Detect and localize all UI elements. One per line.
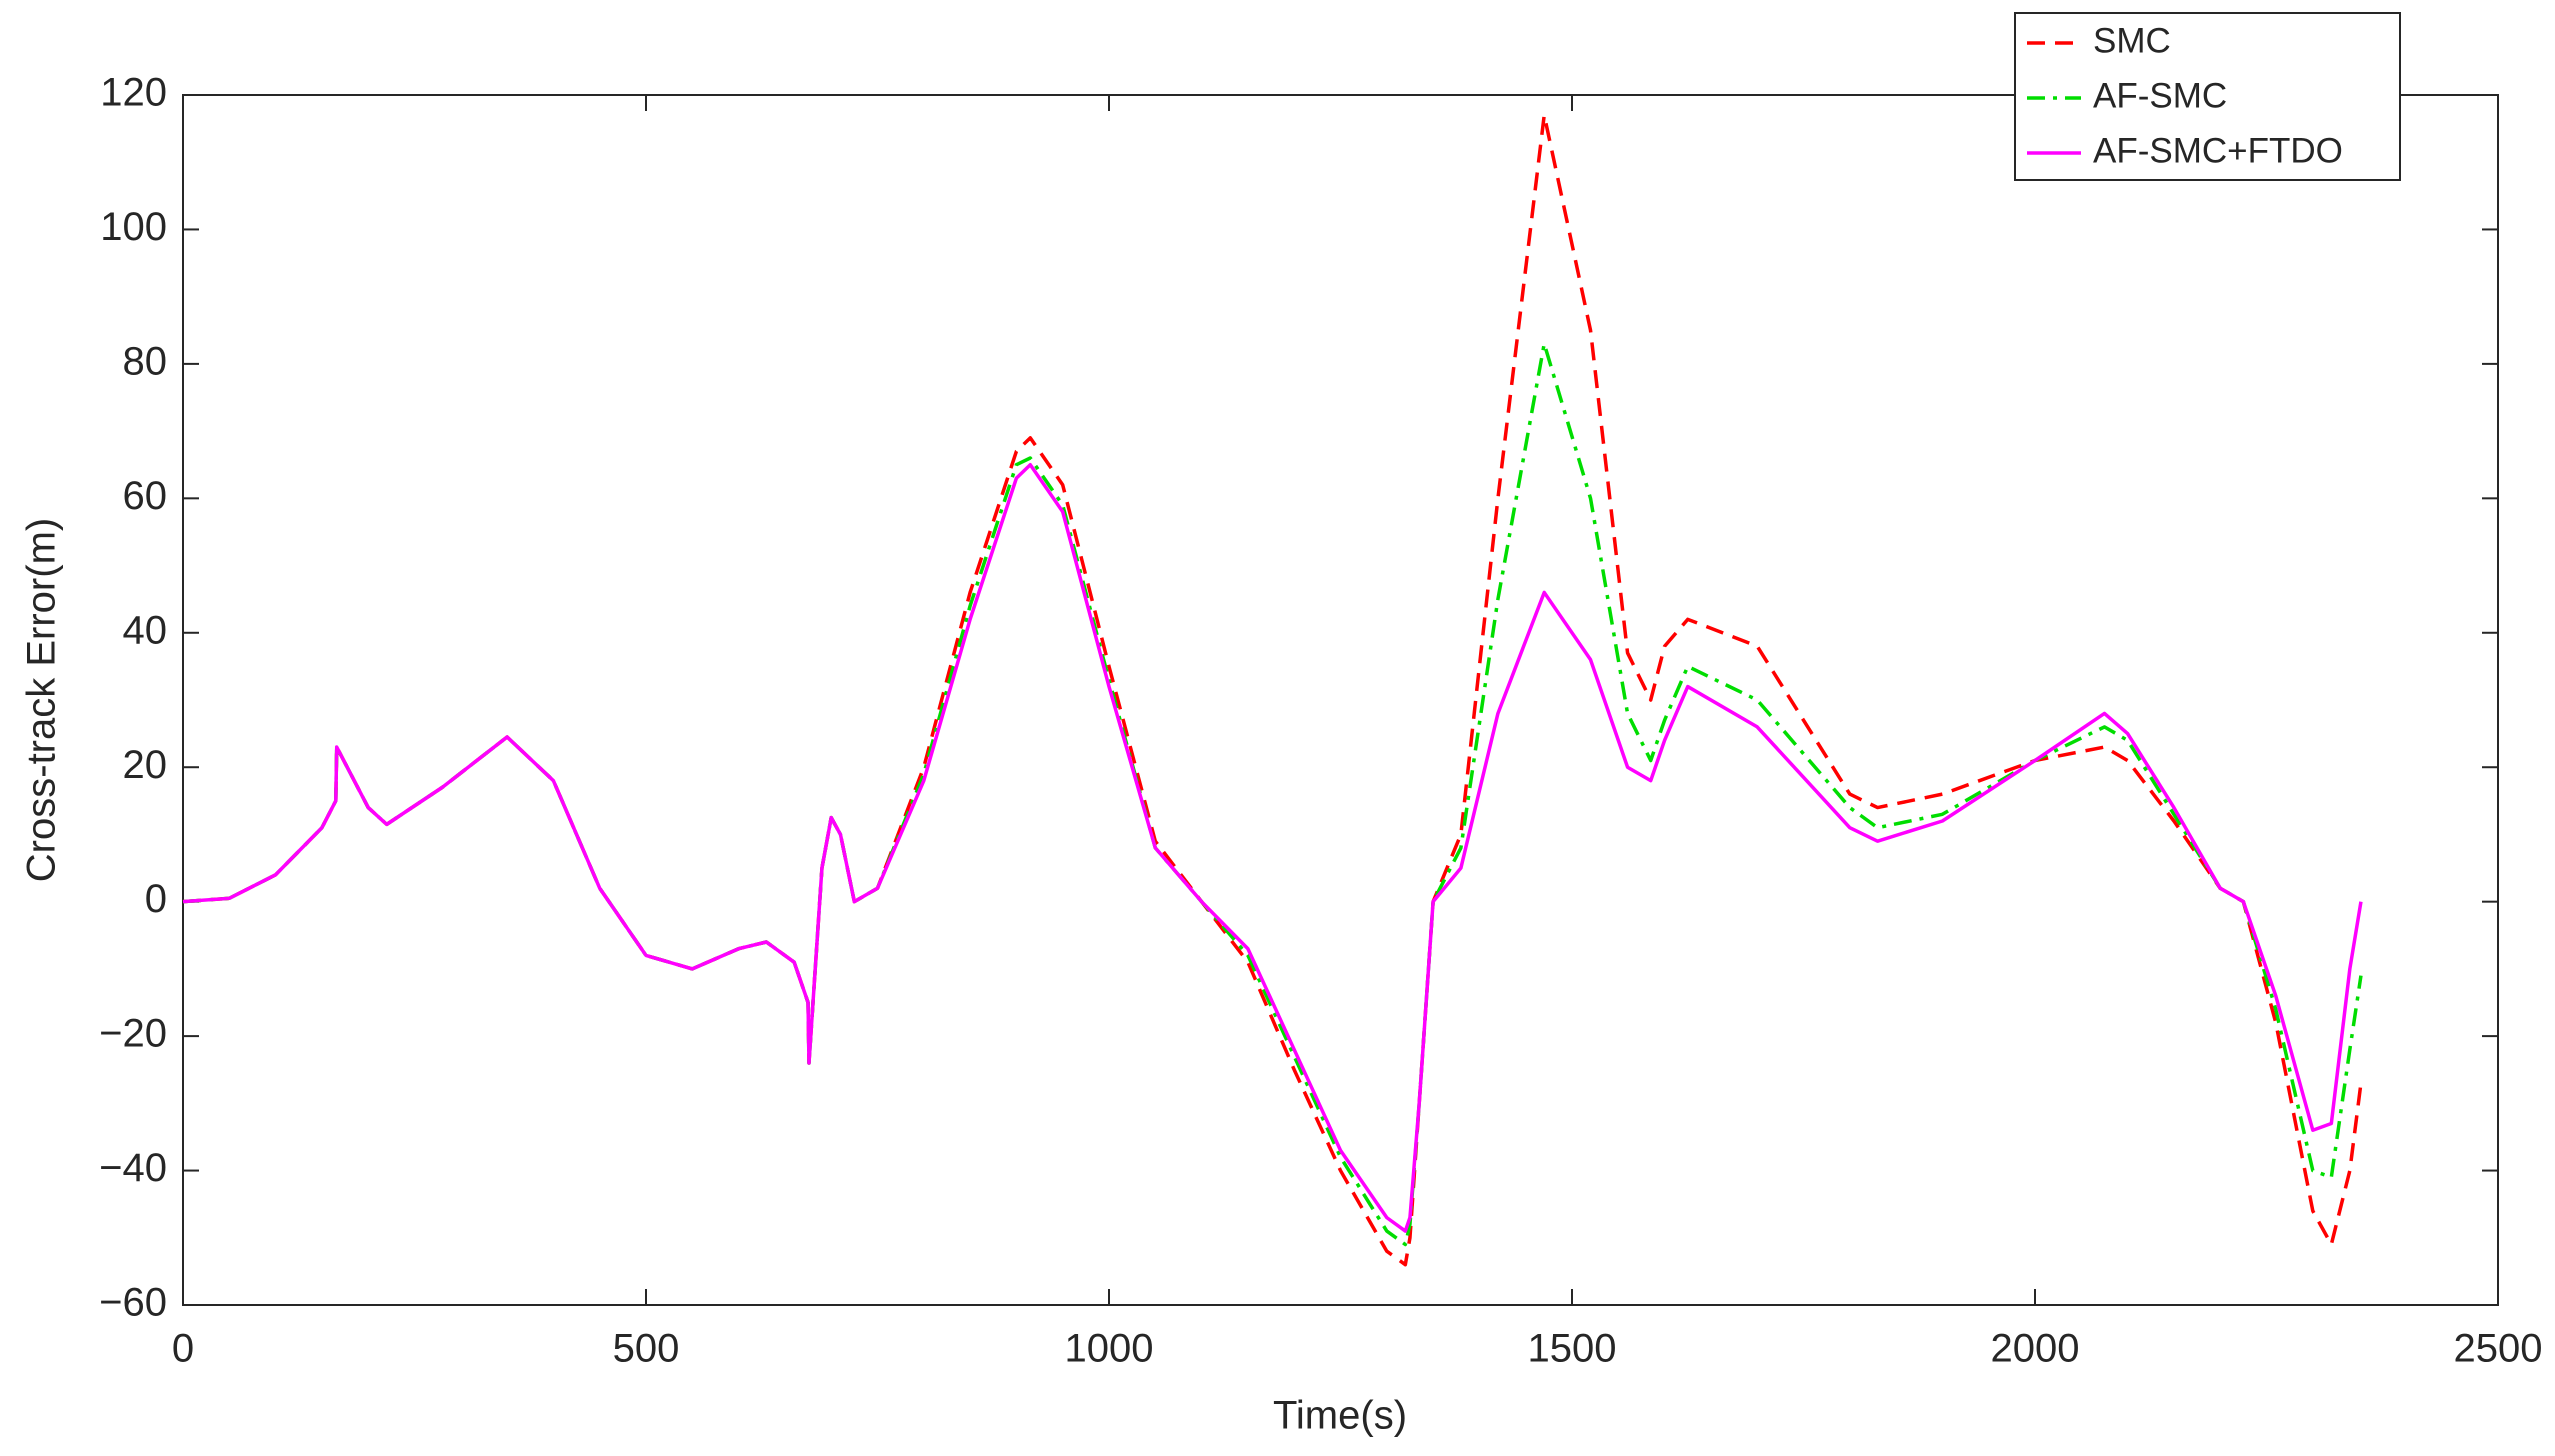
x-tick-label: 500 — [613, 1327, 680, 1371]
y-tick-label: −20 — [99, 1012, 167, 1056]
y-tick-label: −60 — [99, 1281, 167, 1325]
x-tick-label: 1500 — [1528, 1327, 1617, 1371]
y-tick-label: −40 — [99, 1146, 167, 1190]
y-tick-label: 80 — [123, 339, 168, 383]
y-tick-label: 0 — [145, 877, 167, 921]
series-line — [182, 462, 2363, 1233]
y-tick-label: 60 — [123, 474, 168, 518]
x-tick-label: 0 — [172, 1327, 194, 1371]
plot-frame — [182, 94, 2499, 1306]
legend-label: AF-SMC+FTDO — [2093, 131, 2343, 170]
x-tick-label: 2500 — [2454, 1327, 2543, 1371]
x-tick-label: 1000 — [1065, 1327, 1154, 1371]
legend-label: AF-SMC — [2093, 76, 2227, 115]
y-tick-label: 20 — [123, 743, 168, 787]
y-axis-label: Cross-track Error(m) — [20, 518, 64, 882]
x-tick-label: 2000 — [1991, 1327, 2080, 1371]
x-axis-label: Time(s) — [1273, 1394, 1407, 1438]
y-tick-label: 120 — [100, 71, 167, 115]
y-tick-label: 100 — [100, 205, 167, 249]
y-tick-label: 40 — [123, 608, 168, 652]
legend-label: SMC — [2093, 21, 2171, 60]
